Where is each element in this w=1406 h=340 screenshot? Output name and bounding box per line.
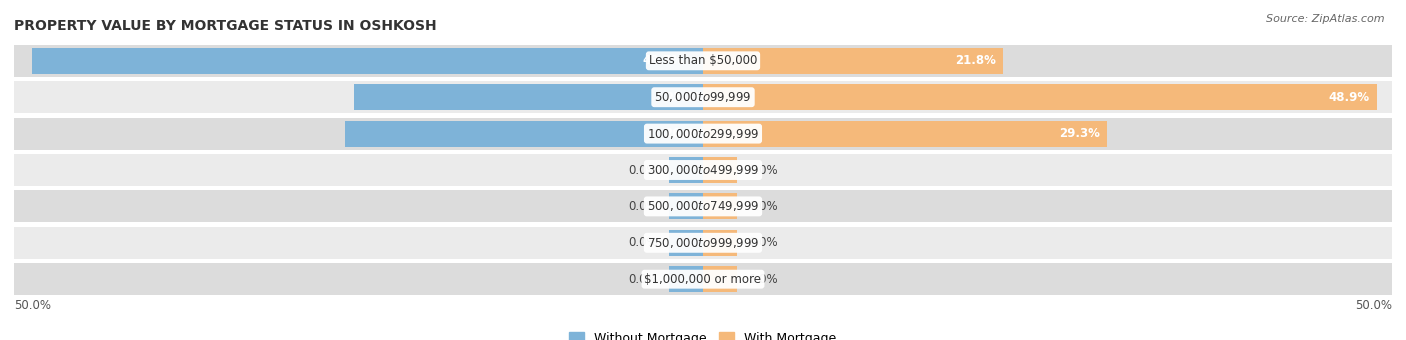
- Bar: [669, 157, 703, 183]
- Text: $50,000 to $99,999: $50,000 to $99,999: [654, 90, 752, 104]
- Text: 0.0%: 0.0%: [748, 273, 778, 286]
- Text: 0.0%: 0.0%: [748, 164, 778, 176]
- Text: 26.0%: 26.0%: [664, 127, 704, 140]
- Text: 48.9%: 48.9%: [1329, 91, 1369, 104]
- Text: 48.7%: 48.7%: [643, 54, 683, 67]
- Bar: [669, 230, 703, 256]
- Legend: Without Mortgage, With Mortgage: Without Mortgage, With Mortgage: [564, 327, 842, 340]
- Bar: [14, 45, 1392, 77]
- Bar: [344, 120, 703, 147]
- Text: PROPERTY VALUE BY MORTGAGE STATUS IN OSHKOSH: PROPERTY VALUE BY MORTGAGE STATUS IN OSH…: [14, 19, 437, 33]
- Bar: [703, 230, 738, 256]
- Bar: [14, 154, 1392, 186]
- Text: 0.0%: 0.0%: [748, 200, 778, 213]
- Text: 0.0%: 0.0%: [628, 164, 658, 176]
- Bar: [14, 263, 1392, 295]
- Text: Less than $50,000: Less than $50,000: [648, 54, 758, 67]
- Text: 50.0%: 50.0%: [14, 299, 51, 312]
- Text: 0.0%: 0.0%: [748, 236, 778, 249]
- Text: 29.3%: 29.3%: [1059, 127, 1099, 140]
- Bar: [14, 118, 1392, 150]
- Bar: [14, 190, 1392, 222]
- Bar: [669, 266, 703, 292]
- Bar: [14, 81, 1392, 113]
- Text: 0.0%: 0.0%: [628, 200, 658, 213]
- Bar: [703, 266, 738, 292]
- Bar: [32, 48, 703, 74]
- Bar: [703, 193, 738, 220]
- Bar: [354, 84, 703, 110]
- Bar: [14, 227, 1392, 259]
- Bar: [703, 48, 1004, 74]
- Text: $300,000 to $499,999: $300,000 to $499,999: [647, 163, 759, 177]
- Text: 0.0%: 0.0%: [628, 273, 658, 286]
- Bar: [669, 193, 703, 220]
- Text: $1,000,000 or more: $1,000,000 or more: [644, 273, 762, 286]
- Text: 0.0%: 0.0%: [628, 236, 658, 249]
- Text: $100,000 to $299,999: $100,000 to $299,999: [647, 126, 759, 141]
- Text: $500,000 to $749,999: $500,000 to $749,999: [647, 199, 759, 214]
- Text: 25.3%: 25.3%: [665, 91, 706, 104]
- Text: Source: ZipAtlas.com: Source: ZipAtlas.com: [1267, 14, 1385, 23]
- Text: 50.0%: 50.0%: [1355, 299, 1392, 312]
- Bar: [703, 120, 1107, 147]
- Bar: [703, 84, 1376, 110]
- Text: $750,000 to $999,999: $750,000 to $999,999: [647, 236, 759, 250]
- Bar: [703, 157, 738, 183]
- Text: 21.8%: 21.8%: [956, 54, 997, 67]
